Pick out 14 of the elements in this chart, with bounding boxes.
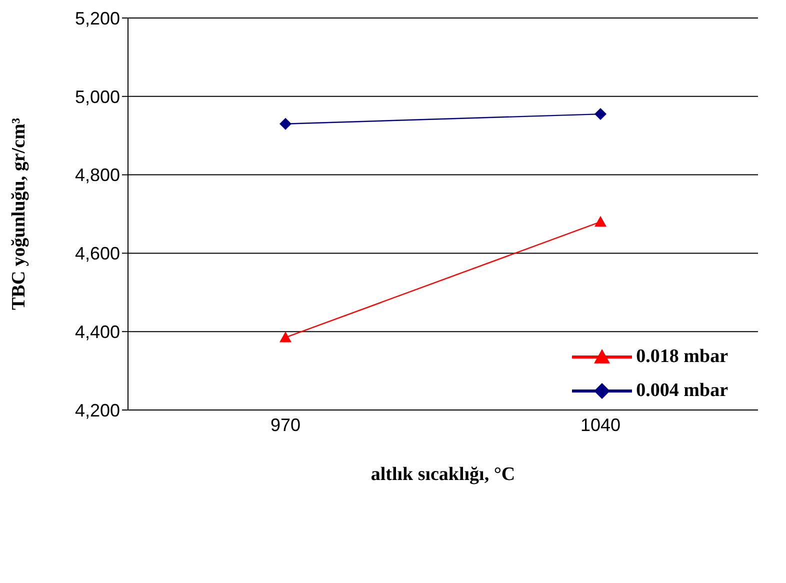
y-tick-label: 4,800 [74, 165, 120, 186]
x-tick-label: 970 [270, 414, 301, 435]
y-tick-label: 5,000 [74, 86, 120, 107]
x-tick-label: 1040 [580, 414, 621, 435]
x-axis-title: altlık sıcaklığı, °C [370, 464, 516, 485]
y-tick-label: 4,200 [74, 400, 120, 420]
y-axis-title: TBC yoğunluğu, gr/cm³ [8, 118, 30, 310]
point [594, 108, 606, 120]
legend-label: 0.004 mbar [636, 380, 728, 402]
y-tick-label: 4,400 [74, 322, 120, 342]
y-tick-label: 5,200 [74, 8, 120, 28]
point [280, 118, 292, 130]
legend-label: 0.018 mbar [636, 346, 728, 368]
y-tick-label: 4,600 [74, 244, 120, 264]
